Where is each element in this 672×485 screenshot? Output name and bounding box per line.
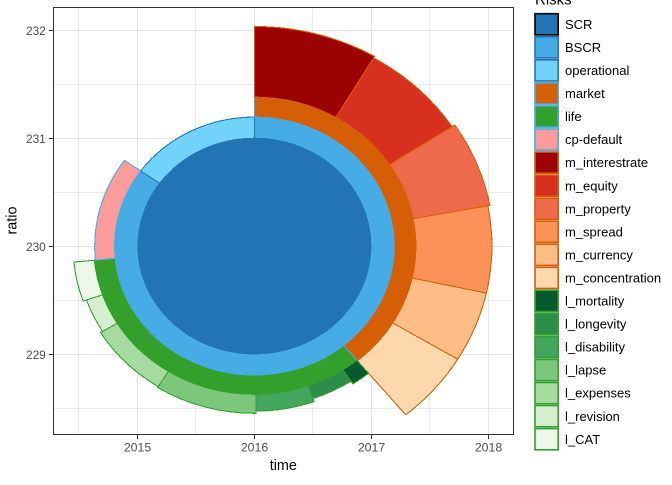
svg-text:l_longevity: l_longevity (565, 317, 627, 332)
svg-text:operational: operational (565, 63, 629, 78)
svg-text:231: 231 (26, 132, 46, 146)
svg-text:2016: 2016 (241, 441, 269, 455)
svg-text:m_interestrate: m_interestrate (565, 155, 648, 170)
svg-text:cp-default: cp-default (565, 132, 622, 147)
svg-text:ratio: ratio (5, 207, 21, 235)
svg-text:Risks: Risks (535, 0, 572, 9)
svg-text:time: time (270, 458, 297, 474)
svg-text:m_currency: m_currency (565, 247, 633, 262)
svg-text:m_property: m_property (565, 201, 631, 216)
svg-text:l_lapse: l_lapse (565, 363, 606, 378)
svg-text:l_revision: l_revision (565, 409, 620, 424)
svg-text:l_CAT: l_CAT (565, 432, 600, 447)
svg-text:2017: 2017 (358, 441, 386, 455)
svg-text:m_spread: m_spread (565, 224, 623, 239)
svg-text:2018: 2018 (475, 441, 503, 455)
svg-text:m_concentration: m_concentration (565, 270, 661, 285)
svg-text:230: 230 (26, 240, 46, 254)
svg-text:l_disability: l_disability (565, 340, 625, 355)
svg-text:market: market (565, 86, 605, 101)
svg-text:232: 232 (26, 24, 46, 38)
svg-text:l_expenses: l_expenses (565, 386, 631, 401)
svg-text:2015: 2015 (124, 441, 152, 455)
svg-text:m_equity: m_equity (565, 178, 618, 193)
svg-text:l_mortality: l_mortality (565, 294, 625, 309)
svg-text:SCR: SCR (565, 17, 592, 32)
svg-text:life: life (565, 109, 582, 124)
svg-text:229: 229 (26, 348, 46, 362)
svg-text:BSCR: BSCR (565, 40, 601, 55)
